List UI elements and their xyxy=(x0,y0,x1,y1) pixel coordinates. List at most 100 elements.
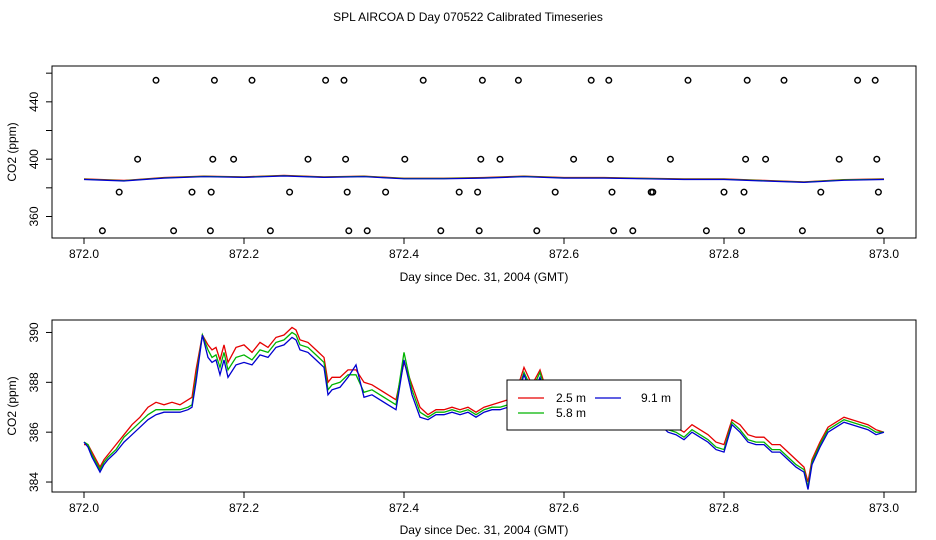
x-tick-label: 872.0 xyxy=(69,501,99,515)
scatter-point xyxy=(340,76,348,84)
top-plot-frame xyxy=(51,65,917,239)
scatter-point xyxy=(401,155,409,163)
scatter-point xyxy=(266,227,274,235)
scatter-point xyxy=(702,227,710,235)
scatter-point xyxy=(496,155,504,163)
bottom-y-axis-label: CO2 (ppm) xyxy=(5,376,19,435)
legend: 2.5 m 5.8 m 9.1 m xyxy=(506,379,682,431)
legend-label-5-8m: 5.8 m xyxy=(556,406,586,420)
scatter-point xyxy=(514,76,522,84)
y-tick-label: 390 xyxy=(27,322,41,342)
scatter-point xyxy=(188,188,196,196)
scatter-point xyxy=(437,227,445,235)
scatter-point xyxy=(684,76,692,84)
scatter-point xyxy=(743,76,751,84)
scatter-point xyxy=(666,155,674,163)
x-tick-label: 872.2 xyxy=(229,247,259,261)
scatter-point xyxy=(230,155,238,163)
x-tick-label: 872.4 xyxy=(389,501,419,515)
scatter-point xyxy=(210,76,218,84)
x-tick-label: 872.6 xyxy=(549,501,579,515)
series-line-9-1-m xyxy=(83,334,885,490)
scatter-point xyxy=(206,227,214,235)
top-x-axis-label: Day since Dec. 31, 2004 (GMT) xyxy=(400,270,569,284)
y-tick-label: 386 xyxy=(27,422,41,442)
scatter-point xyxy=(475,227,483,235)
bottom-plot-frame xyxy=(51,319,917,493)
series-line-2-5-m xyxy=(84,326,885,483)
legend-label-2-5m: 2.5 m xyxy=(556,391,586,405)
scatter-point xyxy=(345,227,353,235)
scatter-point xyxy=(115,188,123,196)
scatter-point xyxy=(474,188,482,196)
scatter-point xyxy=(207,188,215,196)
x-tick-label: 872.6 xyxy=(549,247,579,261)
scatter-point xyxy=(209,155,217,163)
scatter-point xyxy=(629,227,637,235)
scatter-point xyxy=(419,76,427,84)
scatter-point xyxy=(363,227,371,235)
scatter-point xyxy=(610,227,618,235)
series-line-5-8-m xyxy=(83,331,884,488)
bottom-x-axis-label: Day since Dec. 31, 2004 (GMT) xyxy=(400,523,569,537)
scatter-point xyxy=(286,188,294,196)
x-tick-label: 872.8 xyxy=(709,247,739,261)
x-tick-label: 873.0 xyxy=(869,501,899,515)
legend-box xyxy=(506,379,682,431)
x-tick-label: 873.0 xyxy=(869,247,899,261)
scatter-point xyxy=(382,188,390,196)
scatter-point xyxy=(873,155,881,163)
scatter-point xyxy=(570,155,578,163)
bottom-panel: 872.0 872.2 872.4 872.6 872.8 873.0 384 386 388 3… xyxy=(5,319,917,537)
scatter-point xyxy=(551,188,559,196)
scatter-point xyxy=(817,188,825,196)
x-tick-label: 872.0 xyxy=(69,247,99,261)
bottom-axes: 872.0 872.2 872.4 872.6 872.8 873.0 384 386 388 3… xyxy=(27,322,899,515)
y-tick-label: 400 xyxy=(27,149,41,169)
scatter-point xyxy=(455,188,463,196)
scatter-point xyxy=(152,76,160,84)
scatter-point xyxy=(742,155,750,163)
scatter-point xyxy=(876,227,884,235)
top-series-line xyxy=(83,175,885,184)
figure-title: SPL AIRCOA D Day 070522 Calibrated Times… xyxy=(333,10,603,24)
top-lines xyxy=(83,174,885,184)
scatter-point xyxy=(608,188,616,196)
scatter-point xyxy=(477,155,485,163)
scatter-point xyxy=(835,155,843,163)
y-tick-label: 440 xyxy=(27,92,41,112)
scatter-point xyxy=(606,155,614,163)
top-scatter xyxy=(98,76,884,235)
y-tick-label: 360 xyxy=(27,206,41,226)
scatter-point xyxy=(248,76,256,84)
scatter-point xyxy=(322,76,330,84)
scatter-point xyxy=(649,188,657,196)
scatter-point xyxy=(871,76,879,84)
scatter-point xyxy=(134,155,142,163)
top-y-axis-label: CO2 (ppm) xyxy=(5,122,19,181)
scatter-point xyxy=(587,76,595,84)
top-axes: 872.0 872.2 872.4 872.6 872.8 873.0 360 400 440 xyxy=(27,72,899,261)
scatter-point xyxy=(780,76,788,84)
scatter-point xyxy=(478,76,486,84)
bottom-lines xyxy=(83,326,885,490)
scatter-point xyxy=(98,227,106,235)
scatter-point xyxy=(170,227,178,235)
scatter-point xyxy=(738,227,746,235)
scatter-point xyxy=(720,188,728,196)
x-tick-label: 872.4 xyxy=(389,247,419,261)
scatter-point xyxy=(854,76,862,84)
scatter-point xyxy=(533,227,541,235)
scatter-point xyxy=(343,188,351,196)
scatter-point xyxy=(740,188,748,196)
scatter-point xyxy=(762,155,770,163)
scatter-point xyxy=(304,155,312,163)
x-tick-label: 872.2 xyxy=(229,501,259,515)
top-panel: 872.0 872.2 872.4 872.6 872.8 873.0360400440 … xyxy=(5,65,917,284)
scatter-point xyxy=(605,76,613,84)
legend-label-9-1m: 9.1 m xyxy=(641,391,671,405)
scatter-point xyxy=(342,155,350,163)
scatter-point xyxy=(798,227,806,235)
y-tick-label: 388 xyxy=(27,372,41,392)
